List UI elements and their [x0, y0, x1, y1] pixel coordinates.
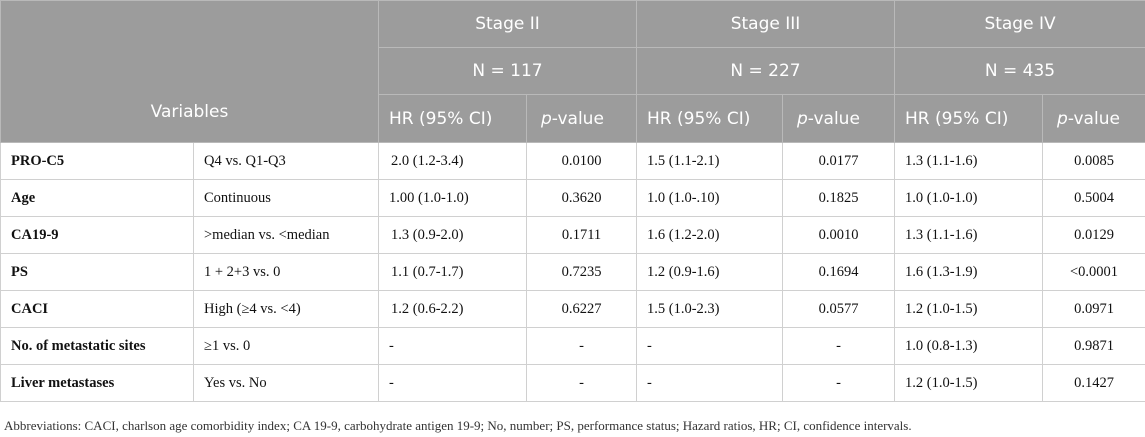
table-row: Liver metastases Yes vs. No - - - - 1.2 …	[0, 364, 1145, 402]
comparison-cell: ≥1 vs. 0	[193, 327, 379, 365]
stage-iii-hr-cell: 1.5 (1.1-2.1)	[636, 142, 783, 180]
comparison-cell: >median vs. <median	[193, 216, 379, 254]
stage-iv-hr-cell: 1.0 (1.0-1.0)	[894, 179, 1044, 217]
stage-ii-hr-cell: 1.1 (0.7-1.7)	[378, 253, 527, 291]
stage-iv-hr-cell: 1.3 (1.1-1.6)	[894, 216, 1044, 254]
stage-iv-p-cell: 0.5004	[1042, 179, 1145, 217]
stage-iii-hr-cell: 1.0 (1.0-.10)	[636, 179, 783, 217]
stage-iv-hr-cell: 1.0 (0.8-1.3)	[894, 327, 1044, 365]
stage-iii-hr-cell: -	[636, 364, 783, 402]
table-row: PRO-C5 Q4 vs. Q1-Q3 2.0 (1.2-3.4) 0.0100…	[0, 142, 1145, 180]
stage-iii-p-header: p-value	[781, 94, 896, 143]
table-row: CACI High (≥4 vs. <4) 1.2 (0.6-2.2) 0.62…	[0, 290, 1145, 328]
comparison-cell: 1 + 2+3 vs. 0	[193, 253, 379, 291]
variables-header: Variables	[0, 0, 379, 143]
stage-ii-p-cell: 0.1711	[526, 216, 637, 254]
stage-iv-p-cell: <0.0001	[1042, 253, 1145, 291]
stage-iii-p-cell: -	[781, 327, 896, 365]
variable-cell: CACI	[0, 290, 194, 328]
comparison-cell: Yes vs. No	[193, 364, 379, 402]
comparison-cell: High (≥4 vs. <4)	[193, 290, 379, 328]
stage-iii-p-cell: 0.0177	[781, 142, 896, 180]
stage-iii-hr-cell: 1.5 (1.0-2.3)	[636, 290, 783, 328]
stage-ii-p-cell: 0.6227	[526, 290, 637, 328]
stage-ii-hr-cell: 2.0 (1.2-3.4)	[378, 142, 527, 180]
stage-iv-n: N = 435	[894, 47, 1145, 95]
comparison-cell: Continuous	[193, 179, 379, 217]
stage-ii-hr-cell: -	[378, 364, 527, 402]
stage-ii-hr-cell: 1.2 (0.6-2.2)	[378, 290, 527, 328]
stage-ii-p-header: p-value	[526, 94, 637, 143]
stage-ii-n: N = 117	[378, 47, 637, 95]
stage-ii-hr-cell: 1.00 (1.0-1.0)	[378, 179, 527, 217]
stage-iv-hr-cell: 1.6 (1.3-1.9)	[894, 253, 1044, 291]
stage-iv-hr-cell: 1.3 (1.1-1.6)	[894, 142, 1044, 180]
stage-ii-p-cell: 0.0100	[526, 142, 637, 180]
table-row: PS 1 + 2+3 vs. 0 1.1 (0.7-1.7) 0.7235 1.…	[0, 253, 1145, 291]
stage-ii-p-cell: -	[526, 364, 637, 402]
variable-cell: Liver metastases	[0, 364, 194, 402]
stage-iv-p-cell: 0.0971	[1042, 290, 1145, 328]
stage-iii-p-cell: 0.0577	[781, 290, 896, 328]
table-body: PRO-C5 Q4 vs. Q1-Q3 2.0 (1.2-3.4) 0.0100…	[0, 142, 1145, 402]
stage-iii-hr-header: HR (95% CI)	[636, 94, 783, 143]
table-row: CA19-9 >median vs. <median 1.3 (0.9-2.0)…	[0, 216, 1145, 254]
variable-cell: Age	[0, 179, 194, 217]
table-row: No. of metastatic sites ≥1 vs. 0 - - - -…	[0, 327, 1145, 365]
stage-iii-p-cell: 0.0010	[781, 216, 896, 254]
stage-ii-p-cell: -	[526, 327, 637, 365]
stage-iv-hr-cell: 1.2 (1.0-1.5)	[894, 290, 1044, 328]
stage-iv-p-header: p-value	[1042, 94, 1145, 143]
stage-iii-p-cell: 0.1825	[781, 179, 896, 217]
stage-iv-p-cell: 0.0129	[1042, 216, 1145, 254]
stage-ii-hr-header: HR (95% CI)	[378, 94, 527, 143]
stage-iii-hr-cell: -	[636, 327, 783, 365]
variable-cell: No. of metastatic sites	[0, 327, 194, 365]
stage-iv-header: Stage IV	[894, 0, 1145, 48]
comparison-cell: Q4 vs. Q1-Q3	[193, 142, 379, 180]
stage-ii-p-cell: 0.7235	[526, 253, 637, 291]
stage-iii-p-cell: -	[781, 364, 896, 402]
stage-iii-p-cell: 0.1694	[781, 253, 896, 291]
stage-iv-p-cell: 0.1427	[1042, 364, 1145, 402]
stage-ii-p-cell: 0.3620	[526, 179, 637, 217]
stage-iv-p-cell: 0.9871	[1042, 327, 1145, 365]
stage-iv-p-cell: 0.0085	[1042, 142, 1145, 180]
variable-cell: PRO-C5	[0, 142, 194, 180]
stage-ii-header: Stage II	[378, 0, 637, 48]
variable-cell: CA19-9	[0, 216, 194, 254]
results-table: Variables Stage II Stage III Stage IV N …	[0, 0, 1145, 402]
stage-ii-hr-cell: -	[378, 327, 527, 365]
variable-cell: PS	[0, 253, 194, 291]
stage-iv-hr-header: HR (95% CI)	[894, 94, 1044, 143]
footnote: Abbreviations: CACI, charlson age comorb…	[4, 418, 912, 433]
stage-iv-hr-cell: 1.2 (1.0-1.5)	[894, 364, 1044, 402]
table-row: Age Continuous 1.00 (1.0-1.0) 0.3620 1.0…	[0, 179, 1145, 217]
stage-iii-hr-cell: 1.2 (0.9-1.6)	[636, 253, 783, 291]
stage-iii-header: Stage III	[635, 0, 896, 48]
table-header: Variables Stage II Stage III Stage IV N …	[0, 0, 1145, 143]
stage-ii-hr-cell: 1.3 (0.9-2.0)	[378, 216, 527, 254]
stage-iii-hr-cell: 1.6 (1.2-2.0)	[636, 216, 783, 254]
stage-iii-n: N = 227	[635, 47, 896, 95]
